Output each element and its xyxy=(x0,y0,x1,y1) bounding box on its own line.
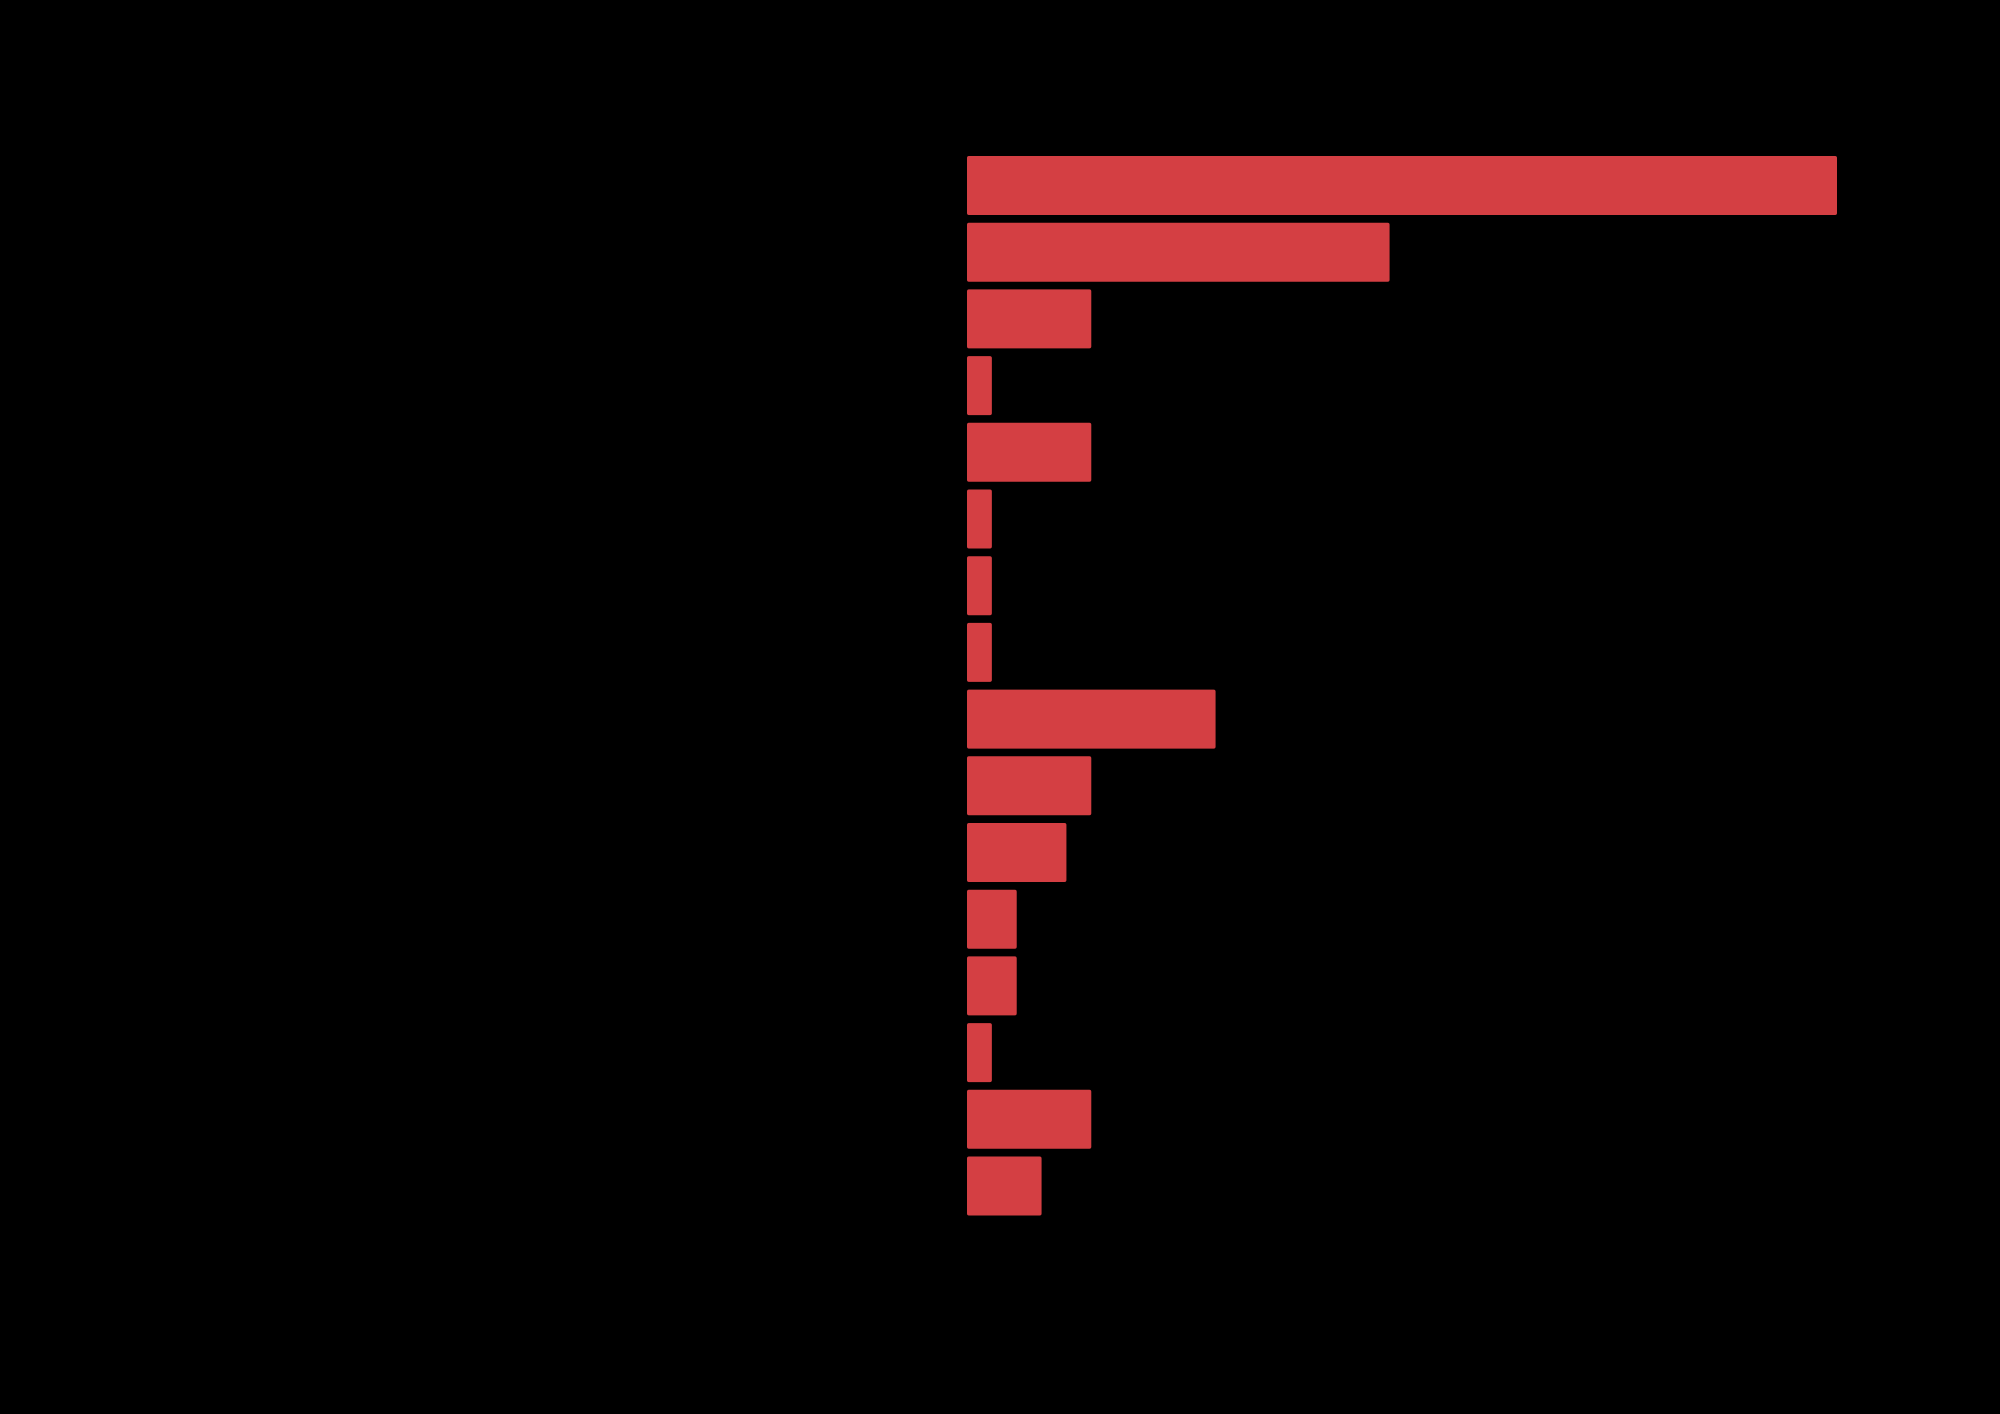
bar xyxy=(967,156,1837,215)
bar xyxy=(967,823,1067,882)
bar xyxy=(967,689,1216,749)
bar xyxy=(967,222,1390,282)
bar xyxy=(967,956,1017,1016)
bar xyxy=(967,1089,1092,1149)
bar xyxy=(967,356,992,416)
bar xyxy=(967,289,1092,349)
bar xyxy=(967,489,992,549)
bar xyxy=(967,622,992,682)
bar xyxy=(967,556,992,616)
bar xyxy=(967,756,1092,816)
bar xyxy=(967,889,1017,949)
bar xyxy=(967,422,1092,482)
bar xyxy=(967,1156,1042,1216)
bar xyxy=(967,1023,992,1083)
